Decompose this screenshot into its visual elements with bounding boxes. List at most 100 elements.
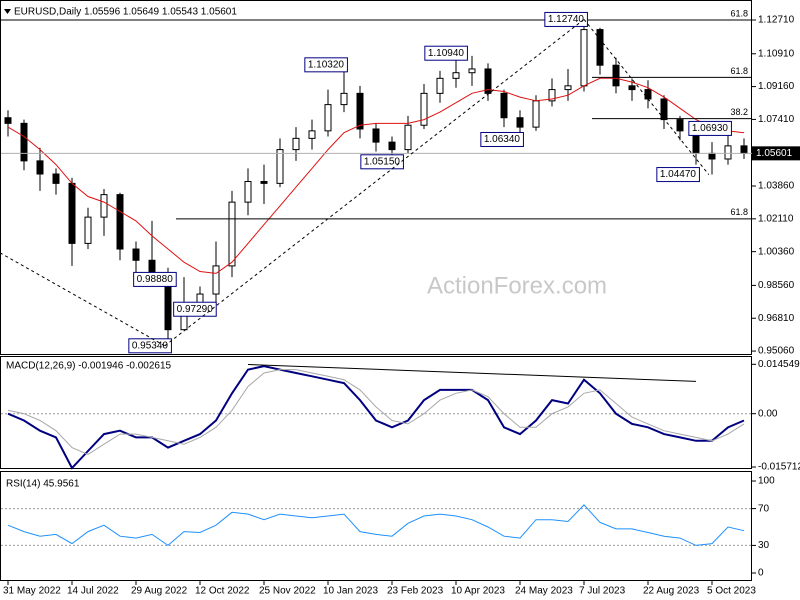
x-tick-label: 31 May 2022 bbox=[3, 586, 61, 597]
candle-body bbox=[580, 29, 588, 87]
candle-body bbox=[132, 248, 140, 261]
candle-body bbox=[708, 152, 716, 160]
rsi-title: RSI(14) 45.9561 bbox=[6, 479, 80, 490]
annotation-label: 1.06340 bbox=[484, 134, 521, 145]
trendline bbox=[247, 364, 697, 382]
rsi-panel-frame bbox=[0, 471, 752, 581]
candle-body bbox=[356, 92, 364, 130]
title-arrow bbox=[4, 9, 11, 14]
chart-title: EURUSD,Daily 1.05596 1.05649 1.05543 1.0… bbox=[14, 7, 237, 18]
annotation-label: 1.10940 bbox=[428, 48, 465, 59]
x-tick-label: 10 Jan 2023 bbox=[323, 586, 378, 597]
candle-body bbox=[548, 89, 556, 102]
candle-body bbox=[84, 216, 92, 244]
price-annotation: 1.06930 bbox=[688, 120, 732, 136]
annotation-label: 1.10320 bbox=[308, 59, 345, 70]
candle-body bbox=[724, 145, 732, 160]
y-tick-label: 1.02110 bbox=[758, 213, 794, 224]
price-annotation: 1.06340 bbox=[480, 131, 524, 147]
y-tick-label: 30 bbox=[758, 540, 770, 551]
last-price-box bbox=[752, 146, 800, 161]
y-tick-label: 1.00360 bbox=[758, 246, 795, 257]
candle-body bbox=[324, 104, 332, 132]
candle-body bbox=[372, 128, 380, 143]
price-panel-frame bbox=[0, 0, 752, 355]
y-tick-label: 0.96810 bbox=[758, 313, 795, 324]
annotation-label: 1.05150 bbox=[364, 156, 401, 167]
candle-body bbox=[116, 194, 124, 250]
y-tick-label: -0.015712 bbox=[758, 462, 800, 473]
frame bbox=[0, 0, 752, 581]
y-tick-label: 0.014549 bbox=[758, 359, 800, 370]
candle-body bbox=[100, 194, 108, 218]
candle-body bbox=[516, 117, 524, 128]
candle-body bbox=[244, 181, 252, 203]
annotation-label: 0.95340 bbox=[132, 340, 169, 351]
candle-body bbox=[68, 182, 76, 244]
annotation-box bbox=[480, 131, 524, 147]
fibonacci-label: 61.8 bbox=[730, 8, 748, 18]
annotation-box bbox=[424, 45, 468, 61]
price-annotation: 1.10320 bbox=[304, 57, 348, 73]
trendline bbox=[164, 19, 585, 347]
candle-body bbox=[404, 124, 412, 151]
x-tick-label: 10 Apr 2023 bbox=[451, 586, 505, 597]
annotation-box bbox=[304, 57, 348, 73]
price-annotation: 1.04470 bbox=[656, 167, 700, 183]
annotation-box bbox=[688, 120, 732, 136]
candle-body bbox=[596, 29, 604, 66]
x-tick-label: 7 Jul 2023 bbox=[579, 586, 626, 597]
last-price-label: 1.05601 bbox=[756, 148, 793, 159]
candle-body bbox=[436, 77, 444, 94]
x-tick-label: 29 Aug 2022 bbox=[131, 586, 188, 597]
y-tick-label: 70 bbox=[758, 503, 770, 514]
candle-body bbox=[484, 68, 492, 94]
trendline bbox=[0, 252, 166, 347]
x-tick-label: 14 Jul 2022 bbox=[67, 586, 119, 597]
y-tick-label: 0.98560 bbox=[758, 280, 795, 291]
x-tick-label: 12 Oct 2022 bbox=[195, 586, 250, 597]
candle-body bbox=[740, 145, 748, 154]
x-tick-label: 25 Nov 2022 bbox=[259, 586, 316, 597]
annotation-box bbox=[544, 11, 588, 27]
y-tick-label: 100 bbox=[758, 476, 775, 487]
candle-body bbox=[628, 85, 636, 91]
candle-body bbox=[644, 89, 652, 100]
x-tick-label: 5 Oct 2023 bbox=[707, 586, 756, 597]
moving-average bbox=[7, 77, 745, 274]
candle-body bbox=[308, 130, 316, 139]
annotation-label: 1.12740 bbox=[548, 14, 585, 25]
macd-panel-frame bbox=[0, 356, 752, 469]
candle-body bbox=[468, 68, 476, 74]
annotation-label: 1.04470 bbox=[660, 169, 697, 180]
candle-body bbox=[676, 119, 684, 132]
y-tick-label: 1.09160 bbox=[758, 81, 795, 92]
candle-body bbox=[4, 117, 12, 124]
indicator-line bbox=[7, 369, 745, 455]
x-tick-label: 24 May 2023 bbox=[515, 586, 573, 597]
annotation-box bbox=[173, 301, 217, 317]
annotation-label: 0.98880 bbox=[137, 274, 174, 285]
candle-body bbox=[276, 149, 284, 184]
y-tick-label: 1.12710 bbox=[758, 15, 795, 26]
candle-body bbox=[500, 92, 508, 119]
annotation-label: 1.06930 bbox=[692, 123, 729, 134]
candle-body bbox=[36, 160, 44, 175]
candle-body bbox=[228, 201, 236, 267]
annotation-box bbox=[128, 338, 172, 354]
candle-body bbox=[660, 98, 668, 121]
fibonacci-label: 61.8 bbox=[730, 66, 748, 76]
y-tick-label: 1.07410 bbox=[758, 114, 795, 125]
y-tick-label: 0.95060 bbox=[758, 346, 795, 357]
candle-body bbox=[420, 92, 428, 126]
candle-body bbox=[260, 181, 268, 184]
candle-body bbox=[452, 72, 460, 79]
watermark: ActionForex.com bbox=[427, 272, 607, 299]
y-tick-label: 1.03860 bbox=[758, 181, 795, 192]
indicator-line bbox=[7, 504, 745, 547]
x-tick-label: 23 Feb 2023 bbox=[387, 586, 444, 597]
candle-body bbox=[388, 141, 396, 151]
